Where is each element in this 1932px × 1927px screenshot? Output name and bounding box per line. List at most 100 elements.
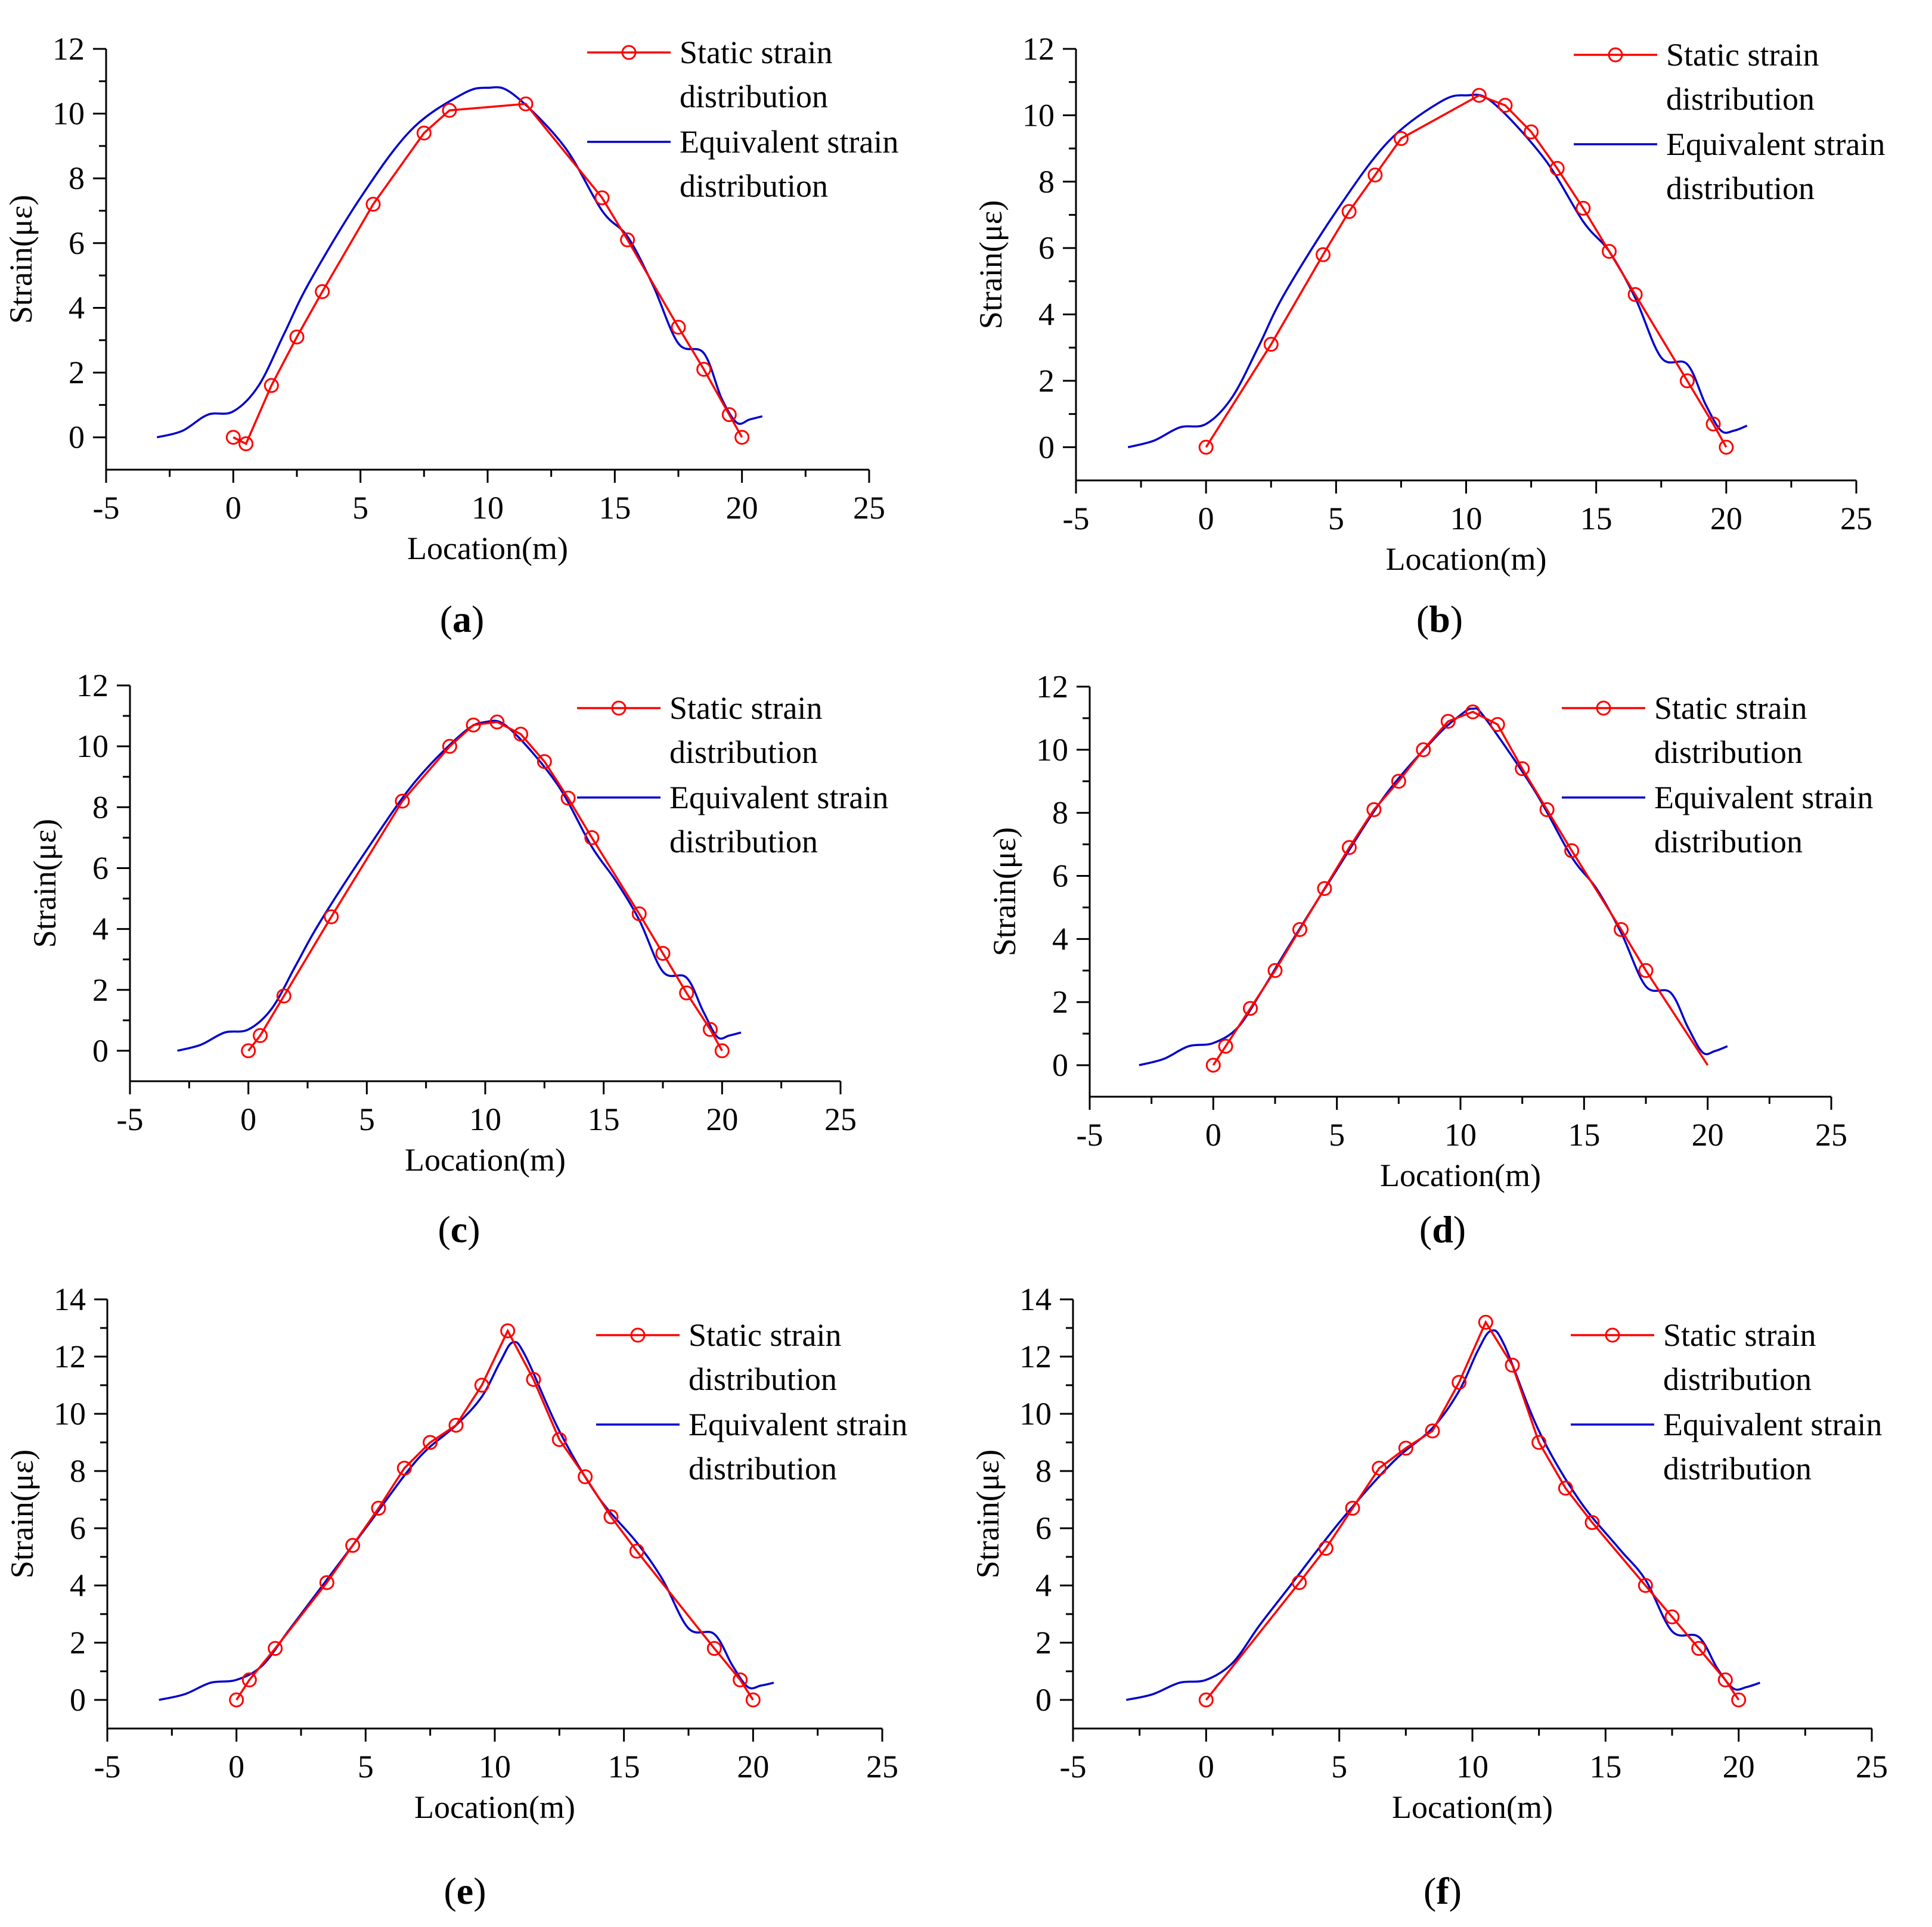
y-tick-label: 4 (70, 1568, 86, 1603)
static-strain-point (1717, 1672, 1733, 1687)
static-strain-point (1478, 1314, 1493, 1330)
legend: Static strain distribution Equivalent stra… (1571, 1317, 1882, 1487)
chart-panel-f: -5 0 5 10 15 20 25 0 2 4 6 8 10 12 14 Location(m) Strain… (966, 1281, 1932, 1927)
y-axis-label: Strain(με) (970, 1450, 1006, 1579)
legend-equivalent-label-2: distribution (1666, 170, 1815, 206)
x-tick-label: 20 (1710, 501, 1742, 536)
y-tick-label: 6 (70, 1510, 86, 1546)
x-axis-label: Location(m) (1380, 1158, 1541, 1193)
static-strain-line (1212, 710, 1709, 1066)
static-strain-point (721, 407, 737, 423)
x-tick-label: -5 (93, 490, 120, 526)
static-strain-point (1416, 742, 1431, 758)
static-strain-point (423, 1435, 438, 1450)
static-strain-point (229, 1692, 244, 1708)
caption-a: (a) (439, 598, 485, 640)
static-strain-point (745, 1692, 761, 1708)
y-tick-label: 2 (70, 1625, 86, 1661)
static-strain-point (225, 430, 241, 445)
static-strain-point (324, 909, 339, 924)
static-strain-point (395, 793, 410, 809)
x-tick-label: 5 (352, 490, 368, 526)
y-tick-label: 2 (69, 355, 85, 390)
static-strain-line (1205, 1320, 1740, 1701)
legend-static-marker (1605, 1327, 1620, 1343)
y-tick-label: 6 (1038, 230, 1055, 266)
x-tick-label: -5 (1077, 1117, 1103, 1153)
legend-static-label-2: distribution (1663, 1361, 1812, 1397)
static-strain-point (1471, 88, 1487, 103)
equivalent-strain-line (156, 86, 763, 439)
static-strain-point (442, 103, 457, 118)
x-tick-label: 15 (1568, 1117, 1600, 1153)
caption-b: (b) (1416, 598, 1463, 640)
static-strain-point (1627, 287, 1643, 302)
x-tick-label: 10 (1456, 1749, 1488, 1785)
legend-static-label-2: distribution (669, 734, 818, 770)
static-strain-point (1576, 200, 1591, 216)
legend-equivalent-label-1: Equivalent strain (689, 1407, 907, 1442)
chart-panel-d: -5 0 5 10 15 20 25 0 2 4 6 8 10 12 Location(m) Strain(μ… (966, 656, 1932, 1252)
static-strain-point (1341, 840, 1357, 855)
static-strain-point (551, 1432, 567, 1447)
y-tick-label: 8 (1035, 1453, 1052, 1489)
static-strain-point (679, 985, 694, 1001)
y-axis-label: Strain(με) (987, 827, 1022, 957)
static-strain-point (513, 727, 529, 742)
equivalent-strain-line (1139, 707, 1728, 1066)
static-strain-point (345, 1538, 361, 1553)
legend: Static strain distribution Equivalent stra… (1574, 37, 1885, 206)
legend-equivalent-label-1: Equivalent strain (680, 124, 898, 160)
static-strain-point (1515, 761, 1530, 777)
x-tick-label: 10 (1450, 501, 1483, 536)
x-tick-label: 10 (472, 490, 504, 526)
x-tick-label: 10 (469, 1101, 501, 1137)
static-strain-point (1679, 373, 1695, 389)
static-strain-point (1719, 439, 1734, 455)
legend-static-label-2: distribution (680, 79, 828, 114)
static-strain-line (232, 103, 743, 446)
x-tick-label: 15 (598, 490, 631, 526)
static-strain-point (1198, 1692, 1214, 1708)
chart-panel-c: -5 0 5 10 15 20 25 0 2 4 6 8 10 12 Location(m) Strain(μ… (0, 656, 930, 1252)
y-tick-label: 8 (1052, 795, 1068, 831)
y-tick-label: 12 (1019, 1339, 1052, 1374)
y-tick-label: 14 (54, 1281, 86, 1317)
static-strain-point (1218, 1038, 1233, 1054)
static-strain-point (631, 906, 647, 921)
static-strain-point (1391, 774, 1406, 789)
static-strain-point (1345, 1500, 1360, 1516)
caption-c: (c) (438, 1208, 480, 1250)
y-tick-label: 12 (54, 1339, 86, 1374)
static-strain-point (442, 738, 457, 754)
static-strain-point (578, 1469, 593, 1485)
y-axis-label: Strain(με) (3, 195, 39, 324)
static-strain-point (1584, 1515, 1600, 1530)
x-tick-label: 5 (1329, 1117, 1345, 1153)
x-tick-label: 25 (853, 490, 885, 526)
chart-c-svg: -5 0 5 10 15 20 25024681012Location(m)Strain(μ… (27, 668, 888, 1178)
y-tick-label: 2 (1052, 984, 1068, 1020)
y-tick-label: 4 (1052, 921, 1068, 957)
static-strain-point (1524, 124, 1539, 139)
y-axis-label: Strain(με) (27, 819, 63, 948)
legend: Static strain distribution Equivalent stra… (1562, 690, 1873, 859)
static-strain-point (365, 197, 381, 212)
chart-panel-e: -5 0 5 10 15 20 25 0 2 4 6 8 10 12 14 Location(m) Strain… (0, 1281, 930, 1927)
static-strain-point (734, 430, 750, 445)
y-tick-label: 8 (69, 160, 85, 196)
static-strain-point (1731, 1692, 1747, 1708)
x-tick-label: 20 (726, 490, 758, 526)
static-strain-point (448, 1417, 464, 1433)
x-tick-label: 15 (608, 1749, 640, 1785)
static-strain-point (1564, 843, 1580, 858)
static-strain-point (518, 96, 534, 111)
x-tick-label: 10 (1444, 1117, 1477, 1153)
x-tick-label: 0 (228, 1749, 244, 1785)
x-tick-label: 25 (1815, 1117, 1847, 1153)
y-tick-label: 2 (1038, 363, 1055, 399)
static-strain-point (466, 717, 481, 733)
legend-static-marker (611, 700, 627, 716)
